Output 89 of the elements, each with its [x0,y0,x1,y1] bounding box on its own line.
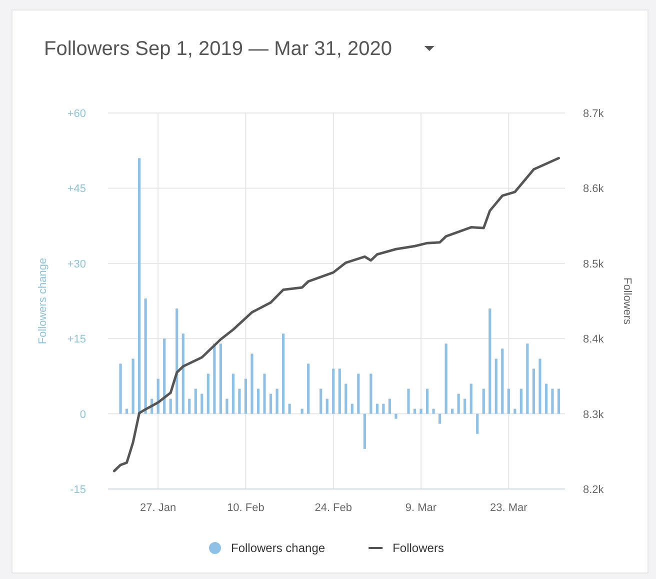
line-series [113,156,560,472]
x-tick-label: 10. Feb [227,502,264,514]
bar [394,414,398,419]
bar [206,374,210,414]
bar [244,378,248,414]
bar [438,414,442,424]
bar [501,348,504,414]
bar [444,344,448,414]
bar [482,388,485,414]
y2-tick-label: 8.7k [583,108,604,120]
bar [300,408,304,414]
bar [119,364,122,414]
bar [551,388,554,414]
bar [188,398,191,414]
bar [370,374,372,414]
y-tick-label: +45 [67,183,86,196]
bar [544,384,548,414]
bar [200,394,204,414]
bar [413,408,416,414]
bar [194,388,197,414]
y-tick-label: 0 [80,408,86,421]
x-tick-label: 24. Feb [314,502,352,514]
y-tick-label: -15 [70,484,86,496]
bar [332,368,335,414]
y2-tick-label: 8.2k [583,484,604,496]
bar [320,388,322,414]
bar [269,394,272,414]
bar [163,338,166,414]
bar [388,398,392,414]
x-tick-label: 27. Jan [140,502,176,514]
bar [276,388,278,414]
legend-label: Followers change [231,541,326,555]
bar [213,344,216,414]
bar [288,404,291,414]
bar [125,408,128,414]
bar [451,408,454,414]
bar [357,374,360,414]
bar [219,344,222,414]
bar [182,334,184,414]
bar [338,368,341,414]
y-tick-label: +15 [67,334,86,346]
bar [263,374,266,414]
bar [250,354,254,414]
bar [432,408,435,414]
bar [350,404,354,414]
legend-label: Followers [392,541,444,555]
bar [226,398,228,414]
y2-tick-label: 8.3k [583,408,604,421]
bar [382,404,385,414]
y2-tick-label: 8.6k [583,183,604,196]
bar [132,358,134,414]
bar [232,374,235,414]
bar [426,388,429,414]
x-tick-label: 9. Mar [405,502,437,514]
bar [144,298,147,414]
bar [538,358,542,414]
bar [457,394,460,414]
y2-tick-label: 8.5k [583,258,604,270]
bar [176,308,178,414]
y2-axis-title: Followers [621,277,633,326]
bar [526,344,529,414]
bar [488,308,492,414]
bar [464,398,466,414]
bar [344,384,348,414]
bar [326,398,328,414]
bar [363,414,366,449]
bar [494,358,498,414]
bar [376,404,378,414]
bar [256,388,260,414]
bar [520,388,522,414]
bar [557,388,560,414]
bar [238,388,241,414]
x-tick-label: 23. Mar [490,502,528,514]
y-axis-title: Followers change [37,258,49,344]
bar [307,364,310,414]
bar [532,368,535,414]
y-tick-label: +30 [67,258,86,270]
bar [470,384,472,414]
bar [282,334,285,414]
y-tick-label: +60 [67,108,86,120]
bar [138,158,141,414]
bar [420,408,422,414]
bar [514,408,516,414]
bar [507,388,510,414]
bar [169,398,172,414]
bar [476,414,479,434]
y2-tick-label: 8.4k [583,334,604,346]
chart-title: Followers Sep 1, 2019 — Mar 31, 2020 [44,38,392,60]
bar [407,388,410,414]
